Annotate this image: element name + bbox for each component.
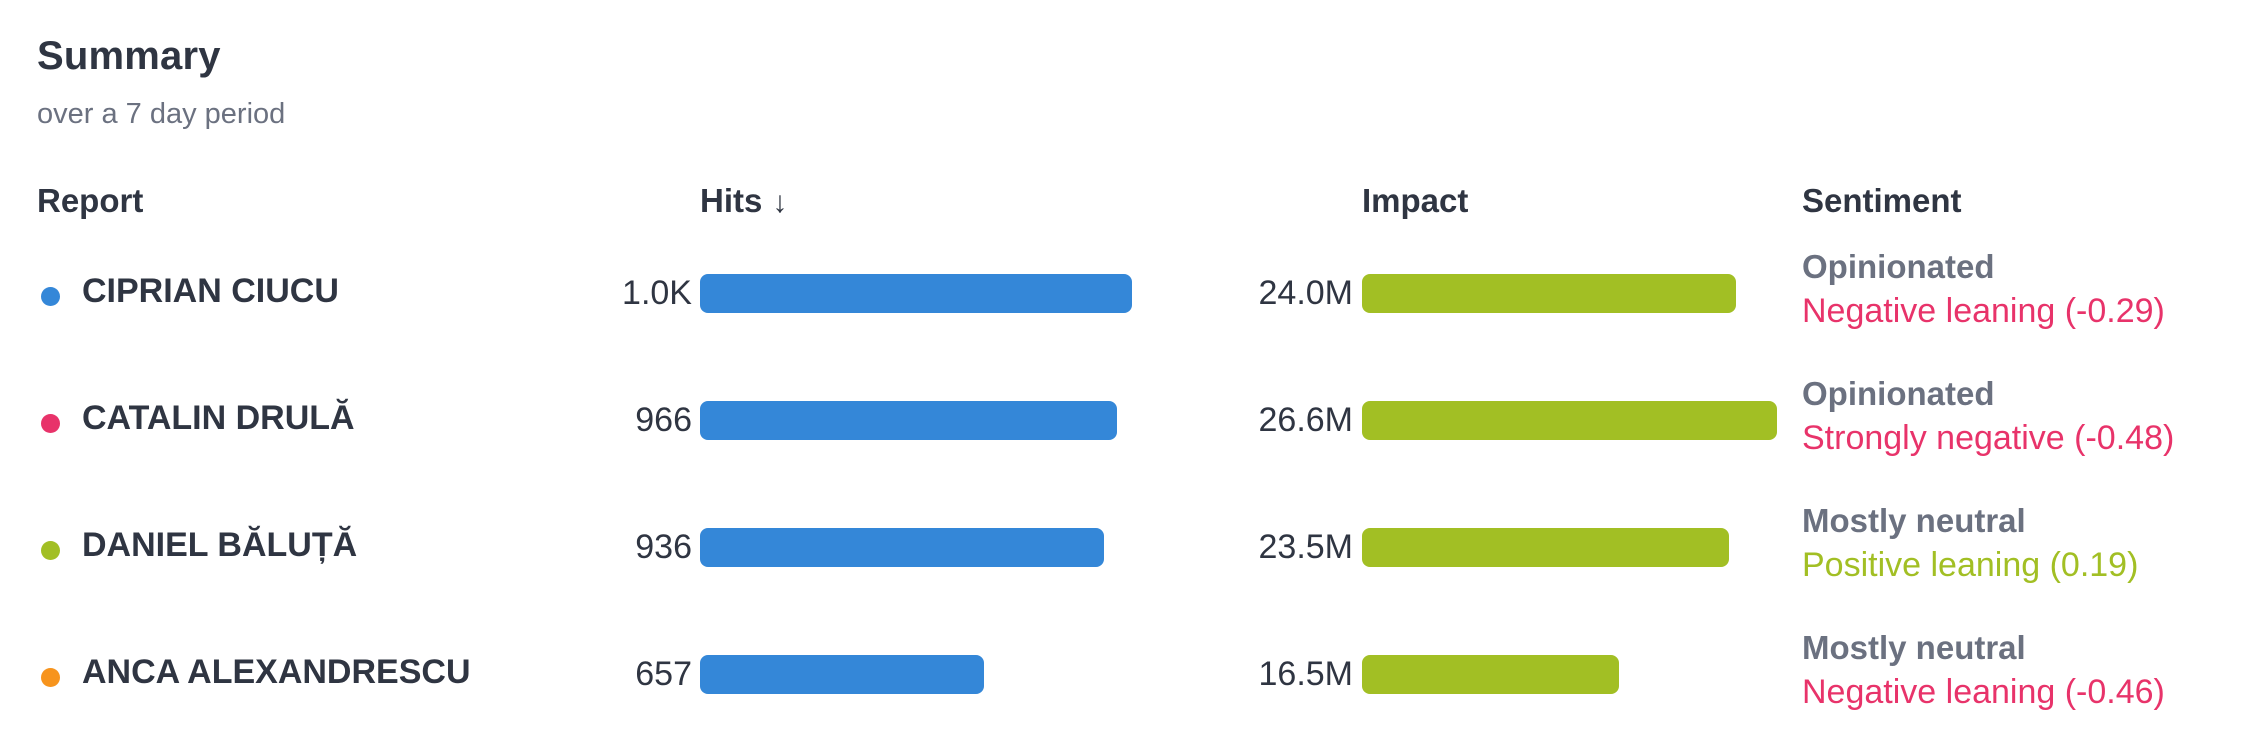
sentiment-label: Mostly neutral <box>1802 629 2026 666</box>
hits-bar <box>700 274 1132 313</box>
sentiment-detail: Strongly negative (-0.48) <box>1802 419 2175 457</box>
sentiment-detail: Negative leaning (-0.29) <box>1802 292 2165 330</box>
impact-value: 23.5M <box>1258 528 1354 566</box>
column-header-impact[interactable]: Impact <box>1362 182 1469 219</box>
hits-bar <box>700 528 1105 567</box>
sort-descending-icon: ↓ <box>772 186 788 219</box>
report-row[interactable]: ANCA ALEXANDRESCU 657 16.5M Mostly neutr… <box>37 611 2217 737</box>
report-name[interactable]: CIPRIAN CIUCU <box>82 272 339 310</box>
report-row[interactable]: CIPRIAN CIUCU 1.0K 24.0M Opinionated Neg… <box>37 230 2217 356</box>
report-row[interactable]: CATALIN DRULĂ 966 26.6M Opinionated Stro… <box>37 357 2217 483</box>
summary-subtitle: over a 7 day period <box>37 98 286 130</box>
impact-bar <box>1362 528 1729 567</box>
report-row[interactable]: DANIEL BĂLUȚĂ 936 23.5M Mostly neutral P… <box>37 484 2217 610</box>
impact-value: 24.0M <box>1258 274 1354 312</box>
impact-bar <box>1362 274 1737 313</box>
sentiment-label: Mostly neutral <box>1802 502 2026 539</box>
summary-title: Summary <box>37 34 221 78</box>
hits-bar <box>700 401 1118 440</box>
impact-bar <box>1362 401 1777 440</box>
report-color-dot <box>41 668 60 687</box>
report-color-dot <box>41 541 60 560</box>
column-header-report[interactable]: Report <box>37 182 144 219</box>
sentiment-detail: Negative leaning (-0.46) <box>1802 673 2165 711</box>
report-color-dot <box>41 287 60 306</box>
column-header-hits-label: Hits <box>700 182 763 219</box>
column-header-hits[interactable]: Hits ↓ <box>700 182 787 220</box>
sentiment-label: Opinionated <box>1802 248 1995 285</box>
report-name[interactable]: DANIEL BĂLUȚĂ <box>82 526 358 564</box>
summary-widget: Summary over a 7 day period Report Hits ↓… <box>37 0 2217 738</box>
column-header-sentiment[interactable]: Sentiment <box>1802 182 1962 219</box>
sentiment-detail: Positive leaning (0.19) <box>1802 546 2139 584</box>
sentiment-label: Opinionated <box>1802 375 1995 412</box>
impact-bar <box>1362 655 1620 694</box>
hits-value: 657 <box>635 655 692 693</box>
hits-value: 966 <box>635 401 692 439</box>
hits-value: 936 <box>635 528 692 566</box>
report-name[interactable]: CATALIN DRULĂ <box>82 399 355 437</box>
impact-value: 26.6M <box>1258 401 1354 439</box>
impact-value: 16.5M <box>1258 655 1354 693</box>
hits-value: 1.0K <box>622 274 692 312</box>
report-name[interactable]: ANCA ALEXANDRESCU <box>82 653 471 691</box>
hits-bar <box>700 655 984 694</box>
report-color-dot <box>41 414 60 433</box>
